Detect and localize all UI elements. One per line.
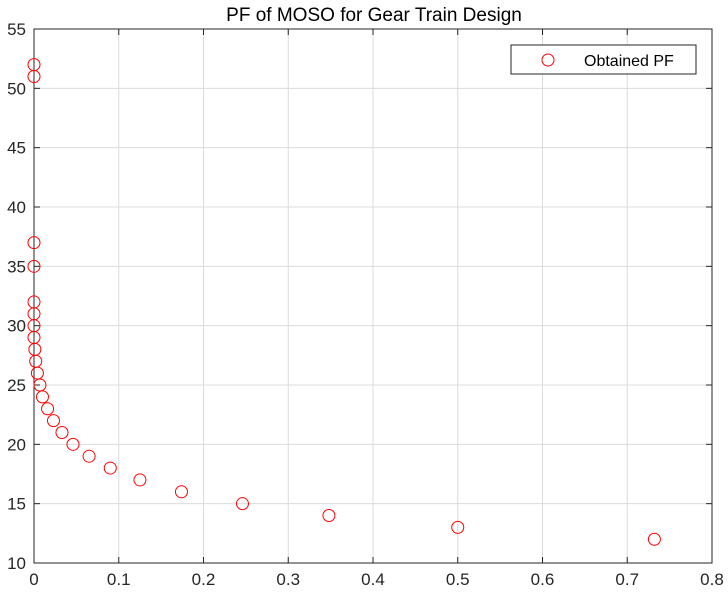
x-tick-label: 0.2 <box>192 570 216 589</box>
legend: Obtained PF <box>510 44 697 75</box>
y-tick-label: 55 <box>7 20 26 39</box>
y-tick-label: 35 <box>7 257 26 276</box>
data-points <box>27 58 661 546</box>
legend-label: Obtained PF <box>584 53 674 70</box>
legend-marker <box>541 53 555 67</box>
y-tick-label: 40 <box>7 198 26 217</box>
data-point <box>133 473 147 487</box>
y-tick-label: 20 <box>7 435 26 454</box>
data-point <box>27 69 41 83</box>
x-tick-label: 0 <box>29 570 38 589</box>
data-point <box>451 520 465 534</box>
y-tick-label: 25 <box>7 376 26 395</box>
chart-title: PF of MOSO for Gear Train Design <box>226 5 522 26</box>
data-point <box>174 485 188 499</box>
x-tick-label: 0.3 <box>276 570 300 589</box>
x-tick-label: 0.6 <box>531 570 555 589</box>
x-tick-label: 0.1 <box>107 570 131 589</box>
x-tick-label: 0.4 <box>361 570 385 589</box>
y-tick-label: 50 <box>7 79 26 98</box>
data-point <box>27 259 41 273</box>
x-tick-label: 0.5 <box>446 570 470 589</box>
x-tick-label: 0.7 <box>615 570 639 589</box>
y-tick-label: 45 <box>7 139 26 158</box>
tick-labels: 0 0.1 0.2 0.3 0.4 0.5 0.6 0.7 0.8 10 15 20 25 30 35 40 4… <box>7 20 724 589</box>
data-point <box>82 449 96 463</box>
y-tick-label: 10 <box>7 554 26 573</box>
data-point <box>647 532 661 546</box>
data-point <box>322 509 336 523</box>
data-point <box>35 390 49 404</box>
data-point <box>46 414 60 428</box>
data-point <box>103 461 117 475</box>
y-tick-label: 15 <box>7 495 26 514</box>
data-point <box>66 437 80 451</box>
data-point <box>235 497 249 511</box>
data-point <box>27 236 41 250</box>
data-point <box>55 425 69 439</box>
data-point <box>41 402 55 416</box>
x-tick-label: 0.8 <box>700 570 724 589</box>
y-tick-label: 30 <box>7 317 26 336</box>
